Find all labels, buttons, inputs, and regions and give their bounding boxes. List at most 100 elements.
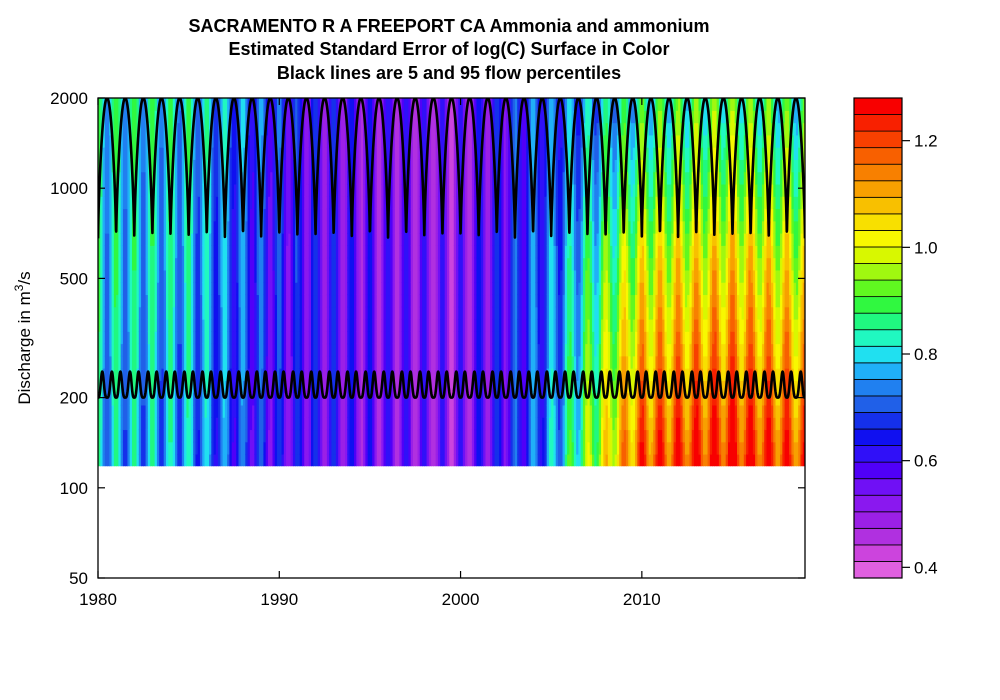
- surface-cell: [168, 269, 172, 283]
- surface-cell: [125, 294, 129, 308]
- surface-cell: [150, 318, 153, 332]
- surface-cell: [138, 196, 142, 210]
- surface-cell: [111, 171, 115, 185]
- surface-cell: [113, 392, 117, 406]
- surface-cell: [190, 318, 194, 332]
- surface-cell: [98, 110, 101, 124]
- surface-cell: [199, 306, 203, 320]
- surface-cell: [111, 318, 115, 332]
- surface-cell: [202, 343, 206, 357]
- surface-cell: [213, 417, 217, 431]
- surface-cell: [102, 257, 106, 271]
- surface-cell: [218, 171, 221, 185]
- surface-cell: [204, 380, 208, 394]
- surface-cell: [195, 110, 199, 124]
- surface-cell: [129, 245, 133, 259]
- surface-cell: [204, 343, 208, 357]
- surface-cell: [138, 331, 142, 345]
- surface-cell: [209, 233, 212, 246]
- surface-cell: [131, 159, 135, 173]
- surface-cell: [215, 318, 219, 332]
- surface-cell: [109, 220, 113, 234]
- surface-cell: [120, 183, 124, 197]
- surface-cell: [127, 429, 131, 443]
- surface-cell: [150, 269, 153, 283]
- surface-cell: [113, 318, 117, 332]
- surface-cell: [165, 294, 169, 308]
- surface-cell: [227, 171, 231, 185]
- surface-cell: [109, 429, 113, 443]
- surface-cell: [195, 294, 199, 308]
- surface-cell: [175, 208, 178, 222]
- surface-cell: [202, 453, 206, 467]
- surface-cell: [102, 294, 106, 308]
- surface-cell: [211, 269, 215, 283]
- surface-cell: [156, 220, 160, 234]
- surface-cell: [229, 417, 233, 431]
- surface-cell: [220, 306, 224, 320]
- surface-cell: [175, 331, 178, 345]
- surface-cell: [215, 368, 219, 381]
- surface-cell: [229, 441, 233, 455]
- surface-cell: [179, 159, 183, 173]
- surface-cell: [224, 147, 228, 160]
- surface-cell: [143, 392, 147, 406]
- surface-cell: [206, 453, 210, 467]
- surface-cell: [199, 343, 203, 357]
- surface-cell: [195, 257, 199, 271]
- surface-cell: [179, 306, 183, 320]
- surface-cell: [102, 417, 106, 431]
- surface-cell: [211, 233, 215, 246]
- surface-cell: [190, 429, 194, 443]
- surface-cell: [161, 208, 165, 222]
- surface-cell: [202, 306, 206, 320]
- surface-cell: [213, 208, 217, 222]
- surface-cell: [175, 306, 178, 320]
- surface-cell: [165, 282, 169, 296]
- surface-cell: [204, 429, 208, 443]
- surface-cell: [131, 441, 135, 455]
- surface-cell: [122, 122, 126, 136]
- surface-cell: [186, 417, 190, 431]
- surface-cell: [186, 343, 190, 357]
- surface-cell: [143, 245, 147, 259]
- surface-cell: [161, 392, 165, 406]
- surface-cell: [177, 122, 181, 136]
- surface-cell: [165, 318, 169, 332]
- surface-cell: [197, 122, 201, 136]
- surface-cell: [154, 453, 158, 467]
- surface-cell: [188, 122, 192, 136]
- surface-cell: [175, 122, 178, 136]
- surface-cell: [172, 183, 176, 197]
- surface-cell: [179, 331, 183, 345]
- surface-cell: [213, 122, 217, 136]
- surface-cell: [134, 441, 138, 455]
- surface-cell: [125, 159, 129, 173]
- surface-cell: [156, 233, 160, 246]
- surface-cell: [129, 429, 133, 443]
- surface-cell: [161, 355, 165, 369]
- surface-cell: [181, 134, 185, 148]
- surface-cell: [141, 220, 144, 234]
- surface-cell: [143, 122, 147, 136]
- surface-cell: [100, 208, 104, 222]
- surface-cell: [181, 417, 185, 431]
- surface-cell: [143, 196, 147, 210]
- surface-cell: [168, 404, 172, 418]
- surface-cell: [177, 380, 181, 394]
- surface-cell: [118, 269, 122, 283]
- surface-cell: [165, 343, 169, 357]
- surface-cell: [168, 257, 172, 271]
- surface-cell: [134, 355, 138, 369]
- surface-cell: [186, 134, 190, 148]
- surface-cell: [120, 429, 124, 443]
- surface-cell: [227, 159, 231, 173]
- surface-cell: [165, 453, 169, 467]
- surface-cell: [222, 380, 226, 394]
- surface-cell: [181, 453, 185, 467]
- surface-cell: [134, 233, 138, 246]
- surface-cell: [206, 233, 210, 246]
- surface-cell: [141, 233, 144, 246]
- surface-cell: [163, 269, 167, 283]
- surface-cell: [186, 122, 190, 136]
